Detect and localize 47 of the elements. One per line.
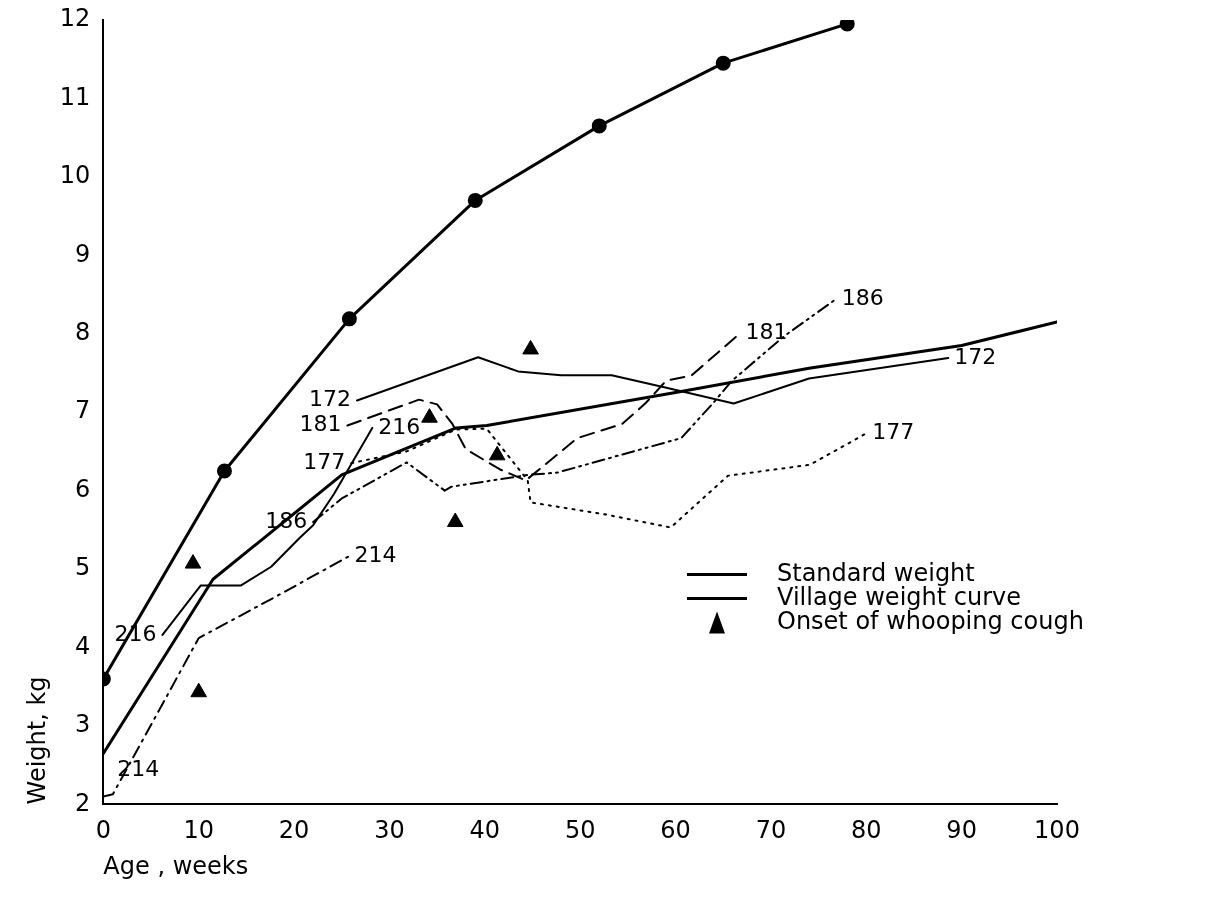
y-tick-label: 7 [75, 396, 91, 425]
x-tick-label: 40 [469, 816, 501, 845]
x-tick-label: 0 [95, 816, 111, 845]
point [467, 192, 483, 208]
point [488, 445, 506, 461]
text: 214 [354, 542, 397, 568]
x-tick-label: 80 [850, 816, 882, 845]
series-label: 186 [841, 284, 884, 310]
point [715, 55, 731, 71]
x-tick-label: 30 [374, 816, 405, 845]
point [421, 408, 438, 423]
x-tick-label: 10 [183, 816, 214, 845]
point [341, 311, 357, 327]
point [216, 463, 232, 479]
series-label: 181 [745, 319, 788, 345]
y-tick-label: 6 [75, 474, 91, 503]
x-axis-title: Age , weeks [103, 851, 249, 880]
y-tick-label: 4 [75, 631, 91, 660]
x-tick-label: 70 [755, 816, 787, 845]
y-tick-label: 5 [75, 553, 91, 582]
y-axis-title: Weight, kg [22, 676, 51, 805]
point [591, 118, 607, 134]
text: 177 [303, 448, 346, 474]
y-tick-label: 9 [75, 239, 91, 268]
x-tick-label: 50 [564, 816, 596, 845]
series-label: 172 [954, 343, 997, 369]
point [522, 339, 539, 355]
series-label: 214 [117, 756, 160, 782]
series-label: 177 [872, 419, 915, 445]
y-tick-label: 10 [59, 161, 91, 190]
point [839, 20, 855, 32]
text: 216 [378, 413, 421, 439]
x-tick-label: 20 [278, 816, 310, 845]
y-tick-label: 11 [59, 82, 91, 111]
point [190, 682, 207, 698]
x-tick-label: 100 [1034, 816, 1080, 845]
y-tick-label: 12 [59, 4, 91, 33]
x-tick-label: 60 [660, 816, 691, 845]
x-tick-label: 90 [946, 816, 977, 845]
text: 172 [309, 386, 352, 412]
y-tick-label: 3 [75, 710, 91, 739]
y-tick-label: 8 [75, 317, 91, 346]
point [446, 512, 464, 528]
y-tick-label: 2 [75, 788, 91, 817]
point [184, 554, 202, 569]
legend-label: Standard weight [777, 558, 975, 587]
text: 181 [299, 411, 342, 437]
